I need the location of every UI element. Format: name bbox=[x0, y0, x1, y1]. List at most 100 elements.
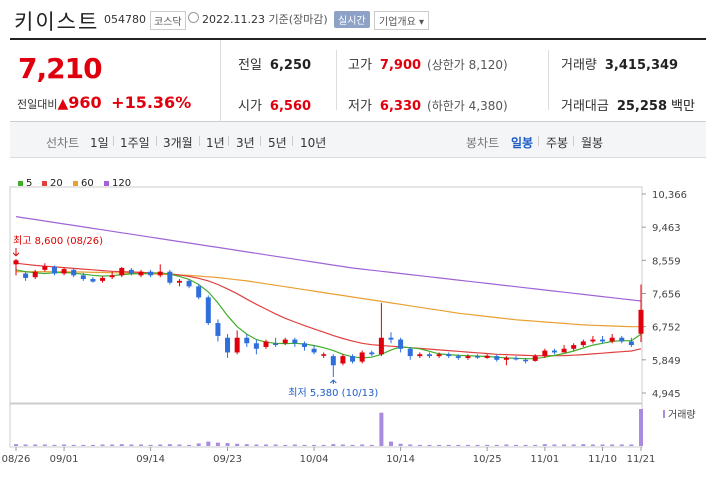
volume-bar bbox=[571, 444, 576, 446]
tab-1y[interactable]: 1년 bbox=[206, 136, 225, 150]
company-info-dropdown[interactable]: 기업개요 ▾ bbox=[374, 11, 430, 30]
candle-body bbox=[80, 275, 86, 280]
candle-body bbox=[321, 354, 327, 356]
x-tick-label: 08/26 bbox=[2, 454, 31, 465]
stock-header: 키이스트 054780 코스닥 2022.11.23 기준(장마감) 실시간 기… bbox=[0, 0, 712, 38]
up-triangle-icon: ▲ bbox=[57, 96, 69, 112]
volume-frame bbox=[9, 403, 643, 448]
x-tick-label: 09/23 bbox=[213, 454, 242, 465]
candle-body bbox=[426, 354, 432, 357]
candle-body bbox=[301, 343, 307, 347]
volume-bar bbox=[360, 444, 365, 446]
candle-body bbox=[388, 337, 394, 340]
price-change: 전일대비▲960 +15.36% bbox=[17, 93, 192, 112]
candle-body bbox=[90, 279, 96, 282]
volume-bar bbox=[33, 444, 38, 446]
volume-bar bbox=[523, 444, 528, 446]
volume-bar bbox=[187, 444, 192, 446]
candle-body bbox=[378, 337, 384, 355]
volume-bar bbox=[514, 444, 518, 446]
series-ma60 bbox=[16, 271, 641, 328]
legend-ma20: 20 bbox=[42, 178, 63, 189]
volume-bar bbox=[90, 444, 95, 446]
volume-bar bbox=[225, 443, 230, 446]
candle-body bbox=[273, 343, 279, 346]
volume-bar bbox=[23, 444, 28, 446]
y-tick-label: 7,656 bbox=[652, 289, 681, 300]
chart-frame bbox=[9, 186, 643, 404]
x-tick-label: 10/25 bbox=[473, 454, 502, 465]
series-ma5 bbox=[15, 269, 642, 360]
volume-bar bbox=[629, 444, 634, 446]
volume-bar bbox=[235, 443, 240, 446]
volume-bar bbox=[110, 444, 115, 446]
realtime-button[interactable]: 실시간 bbox=[334, 11, 370, 28]
candle-body bbox=[503, 357, 509, 360]
candle-body bbox=[628, 341, 634, 346]
line-chart-label: 선차트 bbox=[46, 136, 80, 150]
low-arrow bbox=[329, 379, 337, 384]
volume-bar bbox=[14, 444, 18, 446]
volume-bar bbox=[639, 409, 643, 446]
candle-body bbox=[186, 280, 192, 287]
x-tick-label: 09/14 bbox=[136, 454, 165, 465]
volume-bar bbox=[42, 444, 47, 446]
candle-body bbox=[542, 350, 548, 357]
tab-daily[interactable]: 일봉 bbox=[511, 136, 534, 150]
tab-3y[interactable]: 3년 bbox=[236, 136, 255, 150]
header-divider bbox=[10, 38, 706, 40]
volume-bar bbox=[610, 444, 615, 446]
clock-icon bbox=[188, 12, 199, 23]
y-tick-label: 10,366 bbox=[652, 190, 687, 201]
volume-bar bbox=[350, 444, 355, 446]
tab-5y[interactable]: 5년 bbox=[268, 136, 287, 150]
tab-10y[interactable]: 10년 bbox=[300, 136, 327, 150]
candle-body bbox=[311, 348, 317, 353]
volume-bar bbox=[437, 444, 442, 446]
low-price: 저가 6,330 (하한가 4,380) bbox=[348, 99, 508, 114]
candle-body bbox=[215, 323, 221, 336]
x-tick-label: 10/14 bbox=[386, 454, 415, 465]
volume-bar bbox=[62, 444, 67, 446]
y-tick-label: 6,752 bbox=[652, 323, 681, 334]
x-tick-label: 09/01 bbox=[50, 454, 79, 465]
volume-bar bbox=[494, 444, 499, 446]
date-basis: 2022.11.23 기준(장마감) bbox=[202, 13, 328, 26]
volume-bar bbox=[158, 444, 163, 446]
volume-bar bbox=[321, 444, 326, 446]
x-tick-label: 11/10 bbox=[588, 454, 617, 465]
volume-bar bbox=[504, 444, 509, 446]
volume-bar bbox=[619, 444, 624, 446]
candle-body bbox=[157, 271, 163, 276]
volume-bar bbox=[331, 444, 336, 446]
tab-1d[interactable]: 1일 bbox=[90, 136, 109, 150]
tab-1w[interactable]: 1주일 bbox=[120, 136, 150, 150]
tab-weekly[interactable]: 주봉 bbox=[546, 136, 569, 150]
candle-body bbox=[600, 339, 606, 342]
candle-body bbox=[23, 273, 29, 278]
stock-code: 054780 bbox=[104, 13, 146, 26]
candle-body bbox=[369, 352, 375, 355]
volume-legend-label: 거래량 bbox=[668, 409, 696, 421]
candle-body bbox=[551, 350, 557, 353]
price-summary: 7,210 전일대비▲960 +15.36% 전일 6,250 시가 6,560 고… bbox=[10, 40, 706, 122]
high-price: 고가 7,900 (상한가 8,120) bbox=[348, 58, 508, 73]
volume-bar bbox=[398, 443, 403, 446]
tab-3m[interactable]: 3개월 bbox=[163, 136, 193, 150]
candle-body bbox=[417, 354, 423, 357]
candle-body bbox=[128, 269, 134, 274]
candle-body bbox=[494, 356, 500, 360]
volume-bar bbox=[389, 441, 393, 446]
candle-body bbox=[398, 339, 404, 349]
volume-bar bbox=[475, 444, 480, 446]
chart-tabs: 선차트 1일 1주일 3개월 1년 3년 5년 10년 봉차트 일봉 주봉 월봉 bbox=[10, 122, 706, 158]
volume-bar bbox=[456, 444, 461, 446]
volume-bar bbox=[340, 444, 345, 446]
volume-bar bbox=[254, 444, 259, 446]
volume-bar bbox=[100, 444, 105, 446]
candle-body bbox=[13, 260, 19, 265]
tab-monthly[interactable]: 월봉 bbox=[581, 136, 604, 150]
volume-legend-swatch bbox=[663, 410, 665, 418]
candle-body bbox=[61, 269, 67, 274]
volume-bar bbox=[264, 444, 268, 446]
